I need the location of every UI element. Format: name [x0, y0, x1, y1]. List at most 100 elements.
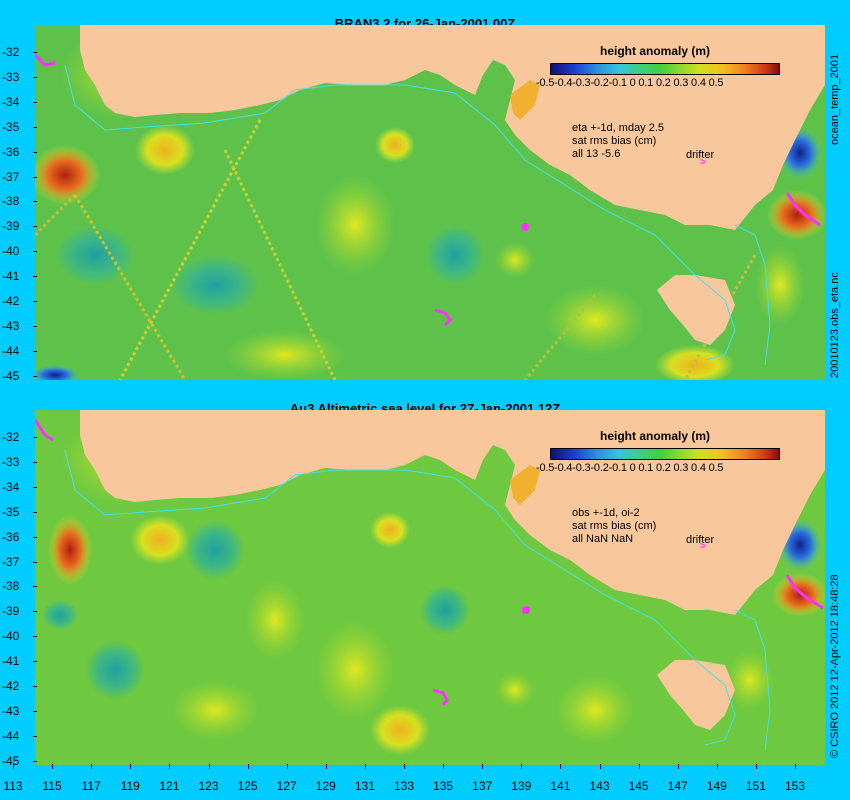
top-side-label-1: ocean_temp_2001 [829, 53, 841, 145]
x-tick [130, 764, 132, 769]
bottom-drifter-label: drifter [686, 534, 715, 546]
x-tick-label: 121 [159, 779, 180, 793]
bottom-y-tick [33, 710, 37, 712]
x-tick-label: 115 [42, 779, 62, 793]
bottom-drifter-icon: > [700, 541, 706, 552]
bottom-y-tick-label: -42 [2, 679, 20, 693]
bottom-y-tick-label: -38 [2, 579, 20, 594]
x-tick-label: 123 [198, 779, 219, 793]
top-y-tick-label: -39 [2, 219, 20, 234]
top-y-tick [33, 350, 37, 352]
top-y-tick [33, 276, 37, 278]
x-tick [286, 764, 288, 769]
top-drifter-label: drifter [686, 149, 715, 161]
bottom-y-tick [33, 511, 37, 513]
bottom-y-tick-label: -36 [2, 529, 20, 544]
top-colorbar-title: height anomaly (m) [600, 44, 711, 58]
bottom-y-tick-label: -39 [2, 604, 20, 619]
bottom-y-tick [33, 536, 37, 538]
top-y-tick-label: -41 [2, 269, 20, 284]
x-tick-label: 147 [667, 779, 688, 793]
bottom-side-label: © CSIRO 2012 12-Apr-2012 18:48:28 [829, 574, 841, 758]
x-tick-label: 141 [550, 779, 571, 793]
x-tick-label: 131 [354, 779, 375, 793]
bottom-map [35, 410, 825, 765]
bottom-y-tick [33, 486, 37, 488]
x-tick-label: 145 [628, 779, 649, 793]
x-tick [560, 764, 562, 769]
top-y-tick-label: -38 [2, 194, 20, 209]
x-tick [795, 764, 796, 769]
top-y-tick-label: -35 [2, 119, 20, 134]
x-tick [443, 764, 445, 769]
top-note-1: eta +-1d, mday 2.5 [572, 122, 665, 134]
top-y-tick-label: -34 [2, 94, 20, 109]
bottom-note-2: sat rms bias (cm) [572, 520, 657, 532]
top-y-tick-label: -44 [2, 343, 20, 358]
bottom-y-tick-label: -40 [2, 629, 20, 644]
x-tick-label: 117 [81, 779, 101, 793]
top-y-tick [33, 375, 37, 377]
x-tick-label: 129 [315, 779, 336, 793]
top-y-tick [33, 226, 37, 228]
bottom-y-tick-label: -33 [2, 454, 20, 469]
top-y-tick [33, 126, 37, 128]
x-tick [755, 764, 757, 769]
top-y-tick-label: -36 [2, 144, 20, 159]
x-tick-label: 127 [276, 779, 297, 793]
x-tick-label: 113 [3, 779, 23, 793]
bottom-y-tick [33, 661, 37, 663]
bottom-y-tick [33, 437, 37, 438]
x-tick [677, 764, 679, 769]
bottom-colorbar [550, 448, 780, 460]
x-tick [247, 764, 249, 769]
top-y-tick-label: -42 [2, 294, 20, 308]
top-map-canvas [35, 25, 825, 380]
bottom-note-1: obs +-1d, oi-2 [572, 507, 640, 519]
x-tick-label: 133 [393, 779, 415, 793]
top-side-label-2: 20010123.obs_eta.nc [829, 272, 841, 378]
bottom-y-tick-label: -32 [2, 430, 20, 444]
top-y-tick [33, 52, 37, 53]
x-tick [482, 764, 484, 769]
top-y-tick-label: -32 [2, 45, 20, 59]
bottom-y-tick-label: -34 [2, 479, 20, 494]
x-tick-label: 149 [706, 779, 727, 793]
top-colorbar [550, 63, 780, 75]
top-note-2: sat rms bias (cm) [572, 135, 657, 147]
x-tick [169, 764, 171, 769]
x-tick-label: 119 [120, 779, 140, 793]
x-tick-label: 153 [784, 779, 806, 793]
bottom-y-tick [33, 686, 37, 687]
bottom-y-tick [33, 611, 37, 613]
x-tick-label: 135 [433, 779, 454, 793]
top-y-tick [33, 76, 37, 78]
x-tick [325, 764, 327, 769]
top-y-tick-label: -43 [2, 318, 20, 333]
bottom-y-tick [33, 561, 37, 563]
bottom-y-tick-label: -45 [2, 753, 20, 768]
x-tick [638, 764, 640, 769]
top-y-tick [33, 176, 37, 178]
x-tick [52, 764, 54, 769]
x-tick-label: 125 [237, 779, 258, 793]
bottom-map-canvas [35, 410, 825, 765]
bottom-y-tick-label: -43 [2, 703, 20, 718]
top-note-3: all 13 -5.6 [572, 148, 621, 160]
bottom-y-tick-label: -41 [2, 654, 20, 669]
bottom-y-tick [33, 636, 37, 638]
top-y-tick [33, 301, 37, 302]
x-tick-label: 143 [589, 779, 610, 793]
top-map [35, 25, 825, 380]
x-tick [364, 764, 366, 769]
top-y-tick-label: -40 [2, 244, 20, 259]
x-tick [716, 764, 718, 769]
bottom-y-tick-label: -44 [2, 728, 20, 743]
x-tick [521, 764, 523, 769]
bottom-y-tick-label: -37 [2, 554, 20, 569]
top-y-tick [33, 325, 37, 327]
top-y-tick-label: -33 [2, 69, 20, 84]
bottom-y-tick [33, 586, 37, 588]
bottom-y-tick [33, 735, 37, 737]
x-tick [404, 764, 405, 769]
